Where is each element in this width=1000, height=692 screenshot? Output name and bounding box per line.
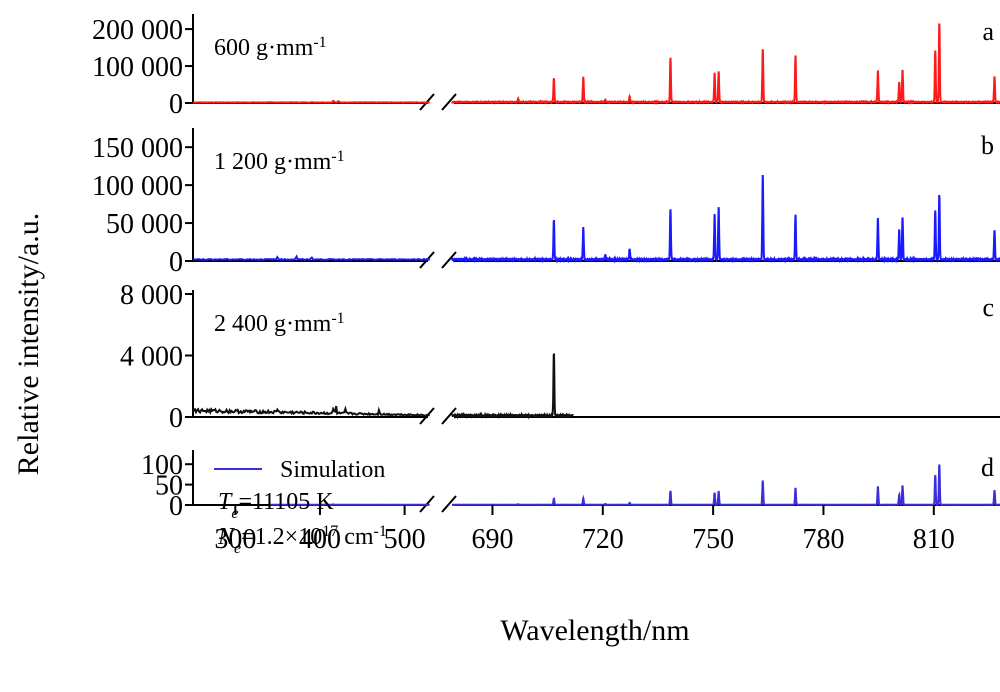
y-axis-label: Relative intensity/a.u. xyxy=(12,213,45,475)
grating-label-sup-b: -1 xyxy=(331,148,344,165)
y-tick-label-a-2: 200 000 xyxy=(92,15,183,46)
legend-label: Simulation xyxy=(280,457,385,483)
y-tick-label-b-2: 100 000 xyxy=(92,171,183,202)
param-symbol-0: T xyxy=(218,489,233,515)
x-tick-label-1-2: 750 xyxy=(692,524,734,555)
param-text-0: =11105 K xyxy=(238,489,334,515)
param-line-1: Ne=1.2×1017 cm-1 xyxy=(217,523,387,557)
x-axis: 300 400 500 690 720 750 780 810 xyxy=(214,505,955,555)
panel-letter-b: b xyxy=(981,131,994,160)
x-tick-label-1-3: 780 xyxy=(802,524,844,555)
param-symbol-1: N xyxy=(217,524,236,550)
grating-label-a: 600 g·mm-1 xyxy=(214,34,327,62)
y-tick-label-c-1: 4 000 xyxy=(120,342,183,373)
param-sup-1: 17 xyxy=(322,523,338,540)
series-line-d xyxy=(269,464,1000,507)
x-tick-label-0-1: 400 xyxy=(299,524,341,555)
panel-letter-d: d xyxy=(981,453,994,482)
panel-b: 0 50 000 100 000 150 000 b 1 200 g·mm-1 xyxy=(92,128,1000,278)
axis-break-mark-b-1 xyxy=(441,251,457,269)
axis-break-mark-d-1 xyxy=(441,495,457,513)
axis-break-mark-a-1 xyxy=(441,93,457,111)
y-tick-label-b-3: 150 000 xyxy=(92,133,183,164)
panel-a: 0 100 000 200 000 a 600 g·mm-1 xyxy=(92,14,1000,120)
param-sup2-1: -1 xyxy=(374,523,387,540)
grating-label-sup-a: -1 xyxy=(313,34,326,51)
param-text-1: =1.2×10 xyxy=(241,524,322,550)
x-tick-label-1-0: 690 xyxy=(471,524,513,555)
y-tick-label-c-2: 8 000 xyxy=(120,280,183,311)
y-tick-label-d-0: 0 xyxy=(169,491,183,522)
y-tick-label-b-1: 50 000 xyxy=(106,209,183,240)
y-tick-label-c-0: 0 xyxy=(169,403,183,434)
series-line-c xyxy=(192,353,574,420)
param-tail-1: cm xyxy=(338,524,374,550)
x-tick-label-0-0: 300 xyxy=(214,524,256,555)
grating-label-c: 2 400 g·mm-1 xyxy=(214,310,345,338)
param-sub-1: e xyxy=(234,540,241,557)
panel-letter-a: a xyxy=(982,17,994,46)
y-tick-label-a-1: 100 000 xyxy=(92,52,183,83)
axis-break-mark-c-1 xyxy=(441,407,457,425)
x-tick-label-1-4: 810 xyxy=(913,524,955,555)
grating-label-sup-c: -1 xyxy=(331,310,344,327)
y-tick-label-d-1: 50 xyxy=(155,471,183,502)
y-tick-label-b-0: 0 xyxy=(169,247,183,278)
x-tick-label-1-1: 720 xyxy=(582,524,624,555)
series-line-b xyxy=(192,174,1000,264)
y-tick-label-a-0: 0 xyxy=(169,89,183,120)
grating-label-b: 1 200 g·mm-1 xyxy=(214,148,345,176)
panel-letter-c: c xyxy=(982,293,994,322)
x-axis-label: Wavelength/nm xyxy=(500,614,689,647)
x-tick-label-0-2: 500 xyxy=(384,524,426,555)
series-line-a xyxy=(193,23,1000,106)
panel-c: 0 4 000 8 000 c 2 400 g·mm-1 xyxy=(120,280,1000,434)
y-tick-label-d-2: 100 xyxy=(141,450,183,481)
